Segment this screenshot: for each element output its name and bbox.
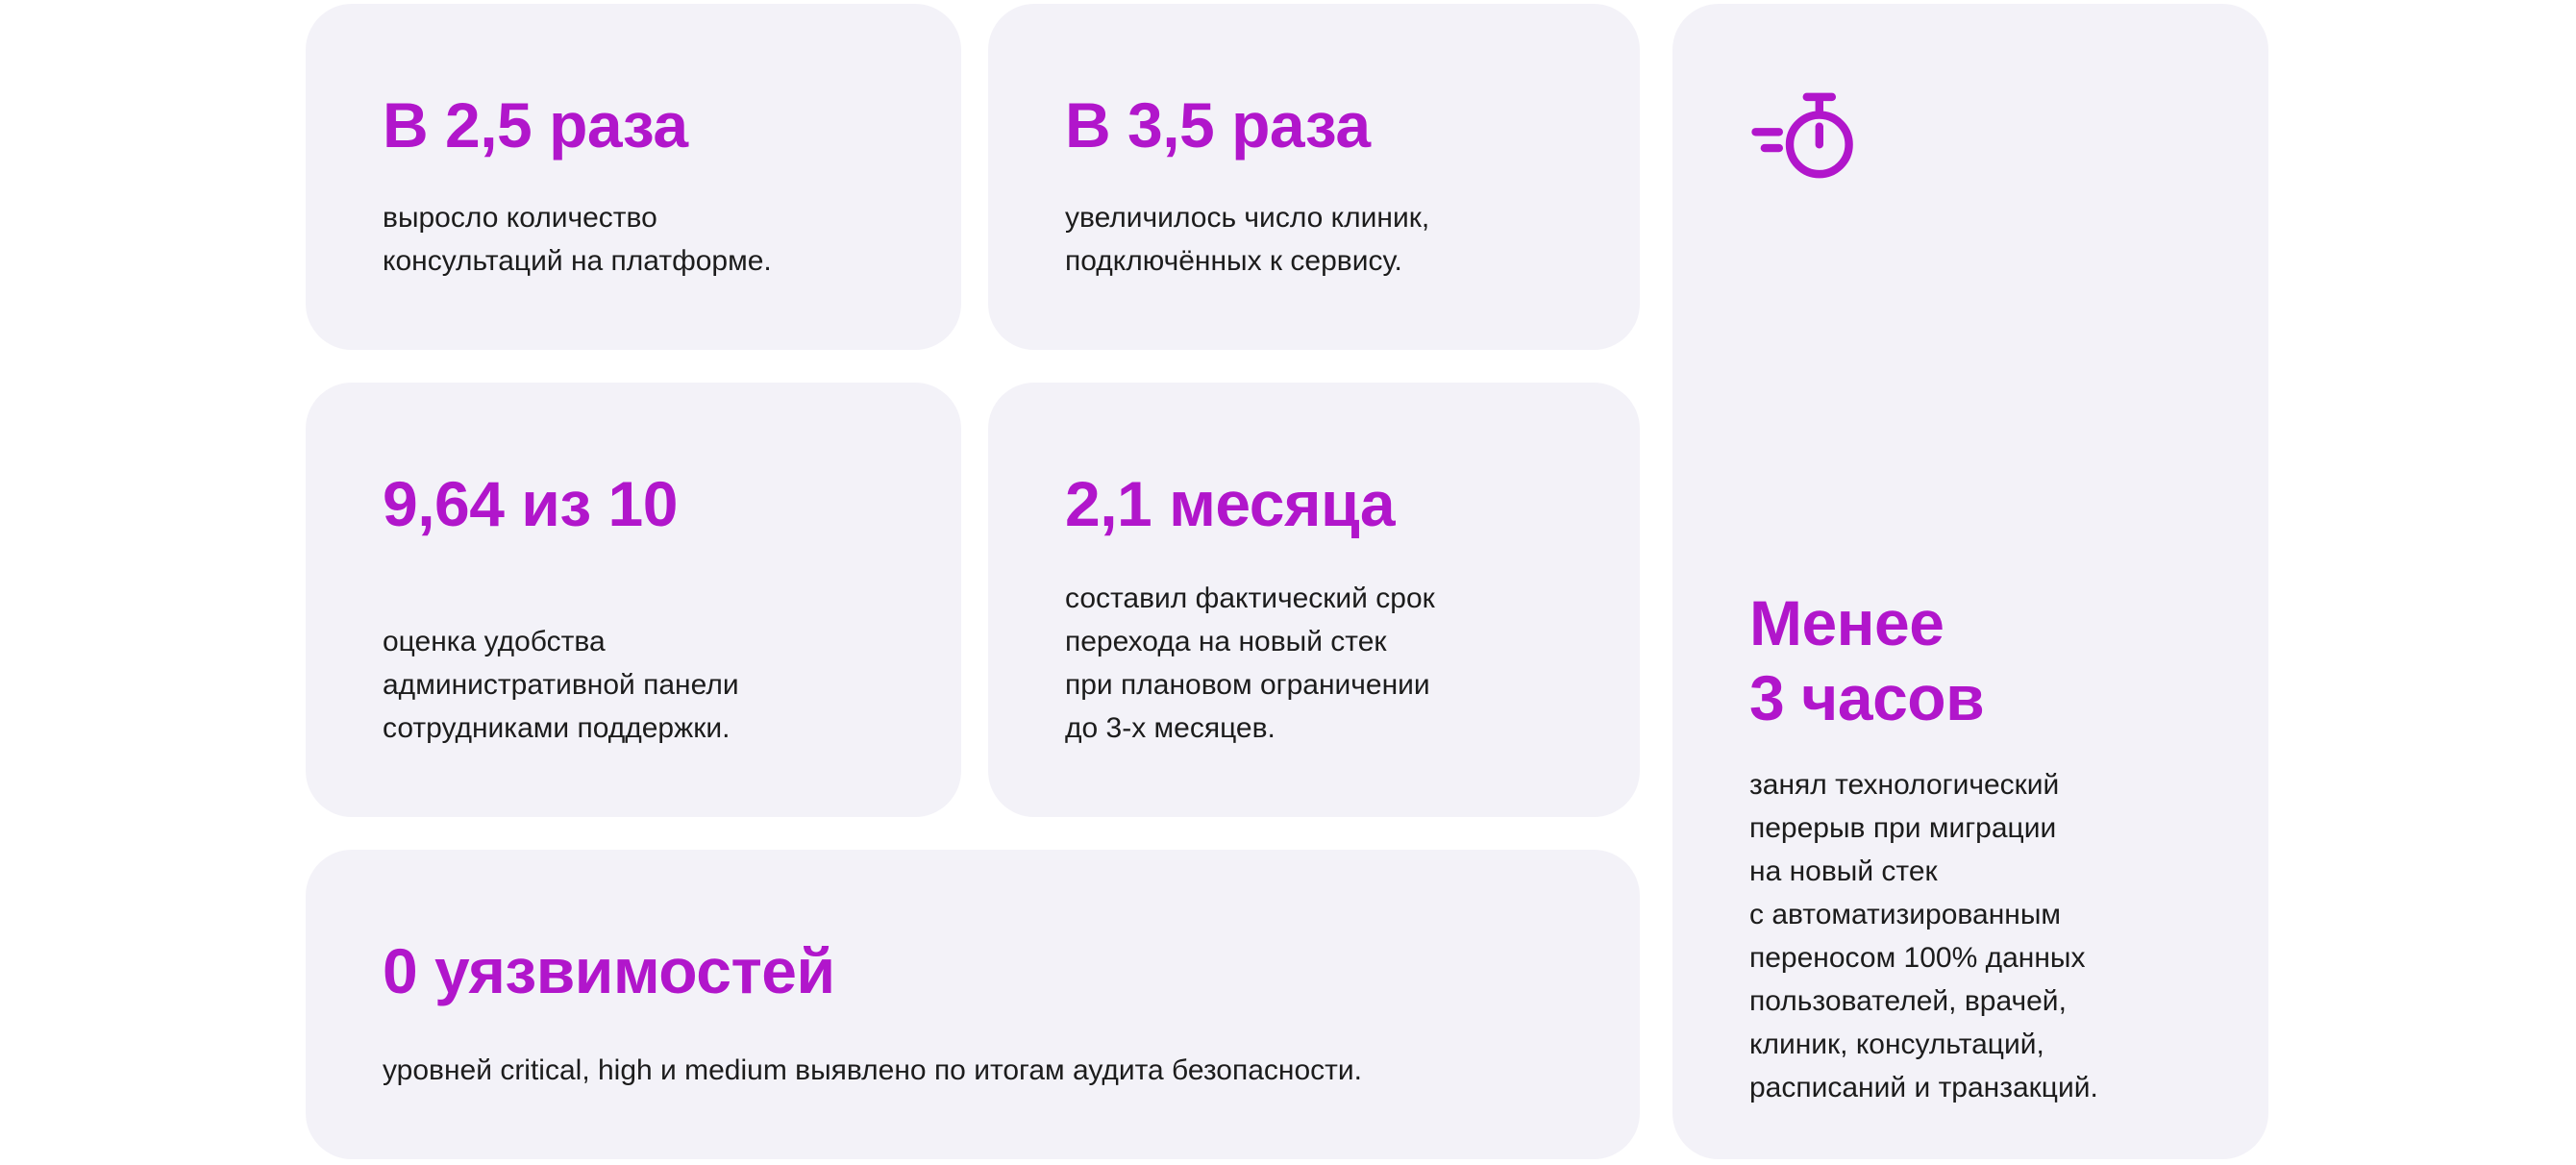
stat-card-migration-term: 2,1 месяца составил фактический срок пер… [988,383,1640,817]
stat-card-clinics: В 3,5 раза увеличилось число клиник, под… [988,4,1640,350]
stat-card-rating: 9,64 из 10 оценка удобства административ… [306,383,961,817]
stat-value: В 2,5 раза [383,89,688,161]
stat-description: уровней critical, high и medium выявлено… [383,1054,1363,1086]
stopwatch-icon [1749,88,1857,183]
stat-description: увеличилось число клиник, подключённых к… [1065,202,1430,277]
stat-value: 0 уязвимостей [383,935,835,1006]
stat-value: 9,64 из 10 [383,468,678,539]
stat-card-vulnerabilities: 0 уязвимостей уровней critical, high и m… [306,850,1640,1159]
stat-description: составил фактический срок перехода на но… [1065,582,1435,744]
stat-value: 2,1 месяца [1065,468,1396,539]
stat-value: В 3,5 раза [1065,89,1371,161]
stat-description: выросло количество консультаций на платф… [383,202,772,277]
stat-card-consultations: В 2,5 раза выросло количество консультац… [306,4,961,350]
stat-description: занял технологический перерыв при миграц… [1749,769,2098,1103]
stat-description: оценка удобства административной панели … [383,626,739,744]
stat-value: Менее 3 часов [1749,587,1985,734]
stat-card-downtime: Менее 3 часов занял технологический пере… [1672,4,2268,1159]
